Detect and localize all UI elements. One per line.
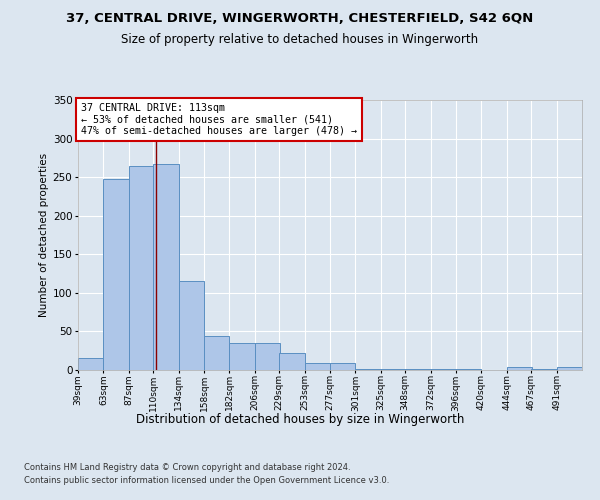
Bar	[405, 369, 431, 370]
Text: 37 CENTRAL DRIVE: 113sqm
← 53% of detached houses are smaller (541)
47% of semi-: 37 CENTRAL DRIVE: 113sqm ← 53% of detach…	[80, 102, 356, 136]
Bar	[103, 178, 129, 370]
Bar	[204, 336, 229, 370]
Bar	[381, 369, 406, 370]
Text: Size of property relative to detached houses in Wingerworth: Size of property relative to detached ho…	[121, 32, 479, 46]
Bar	[431, 369, 456, 370]
Text: Distribution of detached houses by size in Wingerworth: Distribution of detached houses by size …	[136, 412, 464, 426]
Bar	[229, 343, 255, 370]
Bar	[330, 363, 355, 370]
Bar	[153, 164, 179, 370]
Bar	[279, 353, 305, 370]
Bar	[507, 367, 532, 370]
Bar	[305, 363, 330, 370]
Bar	[129, 166, 154, 370]
Text: Contains HM Land Registry data © Crown copyright and database right 2024.: Contains HM Land Registry data © Crown c…	[24, 462, 350, 471]
Bar	[255, 343, 280, 370]
Bar	[456, 369, 481, 370]
Y-axis label: Number of detached properties: Number of detached properties	[38, 153, 49, 317]
Bar	[179, 282, 204, 370]
Bar	[78, 358, 103, 370]
Text: Contains public sector information licensed under the Open Government Licence v3: Contains public sector information licen…	[24, 476, 389, 485]
Text: 37, CENTRAL DRIVE, WINGERWORTH, CHESTERFIELD, S42 6QN: 37, CENTRAL DRIVE, WINGERWORTH, CHESTERF…	[67, 12, 533, 26]
Bar	[531, 369, 557, 370]
Bar	[557, 367, 582, 370]
Bar	[355, 369, 381, 370]
